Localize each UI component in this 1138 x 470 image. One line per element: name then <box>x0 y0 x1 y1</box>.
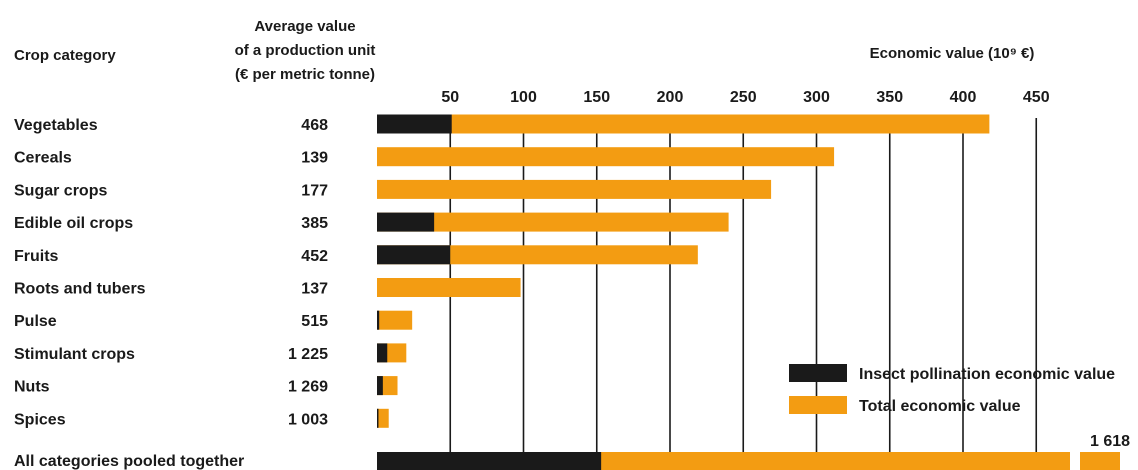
bar-total <box>377 245 698 265</box>
bar-total <box>377 179 772 199</box>
header-avg-value-line2: of a production unit <box>235 42 376 59</box>
tick-label: 100 <box>510 89 537 106</box>
header-crop-category: Crop category <box>14 47 116 64</box>
category-label: Pulse <box>14 313 57 330</box>
category-label: Sugar crops <box>14 182 107 199</box>
category-label: Nuts <box>14 379 50 396</box>
header-avg-value-line1: Average value <box>254 18 355 35</box>
gridlines <box>449 118 1038 470</box>
avg-value-label: 137 <box>301 281 328 298</box>
axis-break-mark <box>1070 451 1080 470</box>
bar-insect <box>377 310 380 330</box>
tick-labels: 50 100 150 200 250 300 350 400 450 <box>441 89 1049 106</box>
category-label: Cereals <box>14 150 72 167</box>
legend-label-total: Total economic value <box>859 398 1021 415</box>
bar-total <box>377 114 990 134</box>
category-label: Vegetables <box>14 117 98 134</box>
legend-label-insect: Insect pollination economic value <box>859 366 1115 383</box>
axis-title: Economic value (10⁹ €) <box>870 45 1035 62</box>
tick-label: 50 <box>441 89 459 106</box>
tick-label: 400 <box>950 89 977 106</box>
pooled-bar-total-tail <box>1080 452 1120 470</box>
bar-total <box>377 408 389 428</box>
pooled-bar-insect <box>377 452 602 470</box>
category-label: Edible oil crops <box>14 215 133 232</box>
header-avg-value-line3: (€ per metric tonne) <box>235 66 375 83</box>
category-label: Spices <box>14 411 66 428</box>
avg-value-label: 385 <box>301 215 328 232</box>
bar-insect <box>377 343 388 363</box>
category-label: Roots and tubers <box>14 281 146 298</box>
avg-value-label: 1 269 <box>288 379 328 396</box>
tick-label: 450 <box>1023 89 1050 106</box>
avg-value-label: 139 <box>301 150 328 167</box>
bar-insect <box>377 408 379 428</box>
legend: Insect pollination economic value Total e… <box>789 364 1115 415</box>
avg-value-label: 1 225 <box>288 346 328 363</box>
data-rows: Vegetables 468 Cereals 139 Sugar crops 177 Edi… <box>14 114 990 428</box>
avg-value-label: 177 <box>301 182 328 199</box>
pooled-label: All categories pooled together <box>14 453 244 470</box>
avg-value-label: 1 003 <box>288 411 328 428</box>
bar-total <box>377 310 413 330</box>
bar-total <box>377 147 835 167</box>
bar-insect <box>377 376 383 396</box>
pooled-total-label: 1 618 <box>1090 433 1130 450</box>
bar-total <box>377 278 521 297</box>
avg-value-label: 452 <box>301 248 328 265</box>
avg-value-label: 515 <box>301 313 328 330</box>
bar-insect <box>377 245 451 265</box>
tick-label: 150 <box>583 89 610 106</box>
tick-label: 250 <box>730 89 757 106</box>
category-label: Stimulant crops <box>14 346 135 363</box>
avg-value-label: 468 <box>301 117 328 134</box>
tick-label: 300 <box>803 89 830 106</box>
pooled-row: All categories pooled together 1 618 <box>14 433 1130 470</box>
tick-label: 350 <box>876 89 903 106</box>
legend-swatch-total <box>789 396 847 414</box>
legend-swatch-insect <box>789 364 847 382</box>
bar-total <box>377 212 729 232</box>
tick-label: 200 <box>657 89 684 106</box>
category-label: Fruits <box>14 248 59 265</box>
bar-insect <box>377 212 435 232</box>
bar-insect <box>377 114 452 134</box>
